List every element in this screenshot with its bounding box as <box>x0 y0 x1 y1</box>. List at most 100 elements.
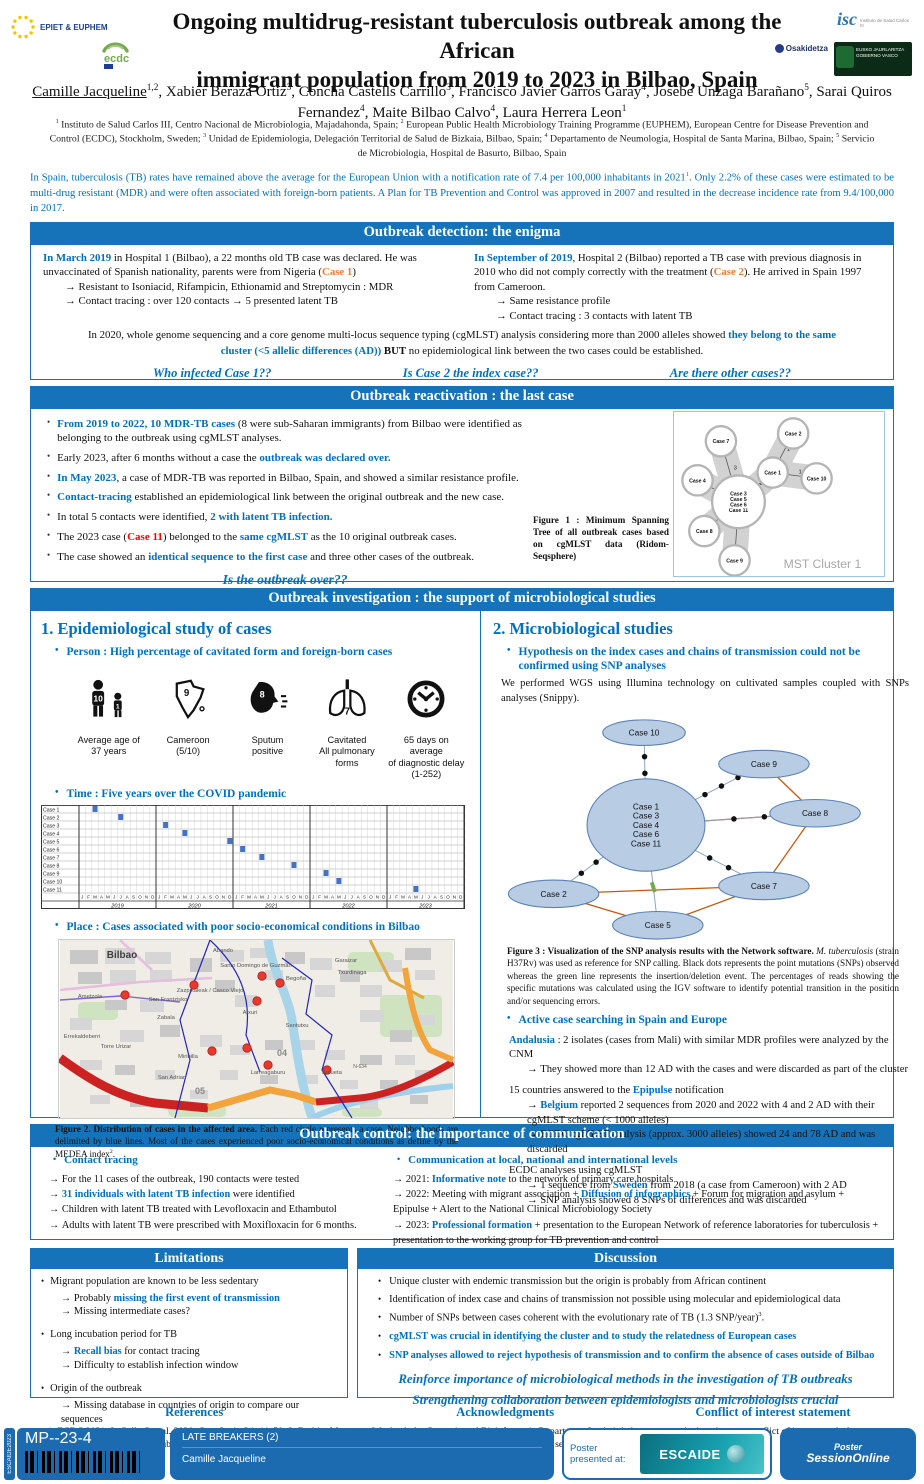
svg-text:Case 4: Case 4 <box>633 821 660 830</box>
svg-text:A: A <box>203 895 206 900</box>
presented-label: Poster presented at: <box>570 1443 626 1465</box>
svg-text:D: D <box>382 895 386 900</box>
svg-text:Case 4: Case 4 <box>689 478 706 484</box>
svg-text:J: J <box>344 895 346 900</box>
svg-text:S: S <box>440 895 443 900</box>
svg-text:Case 4: Case 4 <box>43 832 60 838</box>
svg-text:A: A <box>126 895 129 900</box>
svg-text:Santo Domingo de Guzmán: Santo Domingo de Guzmán <box>220 963 292 969</box>
discussion-bullet: • Unique cluster with endemic transmissio… <box>378 1275 767 1287</box>
people-icon: 10 1 <box>91 680 122 718</box>
svg-text:Case 9: Case 9 <box>726 558 743 564</box>
svg-text:F: F <box>164 895 167 900</box>
svg-text:N-634: N-634 <box>353 1064 367 1070</box>
svg-text:F: F <box>241 895 244 900</box>
discussion-body: • Unique cluster with endemic transmissio… <box>358 1269 893 1417</box>
isciii-script: isc <box>837 9 857 29</box>
svg-text:M: M <box>414 895 418 900</box>
svg-text:Garaizar: Garaizar <box>335 958 357 964</box>
svg-text:7: 7 <box>344 707 350 718</box>
limitation-sub-arrow: Difficulty to establish infection window <box>61 1359 339 1373</box>
reactivation-bullets: • From 2019 to 2022, 10 MDR-TB cases (8 w… <box>43 416 533 587</box>
header: EPIET & EUPHEM ecdc Ongoing multidrug-re… <box>0 0 924 168</box>
affiliations: 1 Instituto de Salud Carlos III, Centro … <box>49 119 875 159</box>
svg-text:J: J <box>428 895 430 900</box>
reactivation-box: • From 2019 to 2022, 10 MDR-TB cases (8 w… <box>30 407 894 587</box>
search-bullet: • Active case searching in Spain and Euro… <box>507 1013 728 1027</box>
epidemiological-column: 1. Epidemiological study of cases • Perso… <box>31 610 481 1159</box>
svg-text:2021: 2021 <box>264 904 277 910</box>
osakidetza-logo: Osakidetza <box>774 44 828 53</box>
case1-arrow2: Contact tracing : over 120 contacts → 5 … <box>65 294 450 309</box>
detection-box: In March 2019 in Hospital 1 (Bilbao), a … <box>30 243 894 380</box>
svg-text:D: D <box>459 895 463 900</box>
svg-text:S: S <box>363 895 366 900</box>
conflict-of-interest: Conflict of interest statement Authors h… <box>681 1404 865 1437</box>
svg-text:A: A <box>357 895 360 900</box>
svg-text:Case 11: Case 11 <box>631 839 662 848</box>
africa-icon: 9 <box>175 680 205 720</box>
svg-text:Miribilla: Miribilla <box>178 1054 198 1060</box>
discussion-panel: Discussion • Unique cluster with endemic … <box>357 1247 894 1407</box>
belgium-arrow: Belgium reported 2 sequences from 2020 a… <box>527 1099 913 1129</box>
eu-stars-icon <box>11 15 35 39</box>
time-bullet: • Time : Five years over the COVID pandem… <box>55 786 287 800</box>
svg-text:J: J <box>190 895 192 900</box>
lungs-icon: 7 <box>328 679 366 718</box>
svg-text:M: M <box>401 895 405 900</box>
ecdc-icon: ecdc <box>102 42 129 69</box>
delay-stat: 65 days on average of diagnostic delay (… <box>387 667 466 781</box>
discussion-bullet: • cgMLST was crucial in identifying the c… <box>378 1331 797 1343</box>
figure3-caption: Figure 3 : Visualization of the SNP anal… <box>507 946 899 1006</box>
svg-text:9: 9 <box>184 689 190 700</box>
person-icons-row: 10 1 Average age of 37 years 9 Cameroon <box>69 667 466 781</box>
footer: ESCAIDE2023 MP--23-4 LATE BREAKERS (2) C… <box>0 1426 924 1482</box>
basque-line1: EUSKO JAURLARITZA <box>856 47 905 52</box>
globe-icon <box>726 1445 745 1463</box>
svg-text:2019: 2019 <box>110 904 123 910</box>
svg-text:Bilbao: Bilbao <box>107 950 138 961</box>
person-bullet: • Person : High percentage of cavitated f… <box>55 644 393 658</box>
discussion-bullet: • Number of SNPs between cases coherent w… <box>378 1311 765 1324</box>
epipulse-lead: 15 countries answered to the Epipulse no… <box>509 1084 724 1096</box>
authors: Camille Jacqueline1,2, Xabier Beraza Ort… <box>32 83 892 121</box>
svg-text:O: O <box>215 895 219 900</box>
svg-text:Zazpikaleak / Casco Viejo: Zazpikaleak / Casco Viejo <box>177 988 244 994</box>
svg-text:O: O <box>446 895 450 900</box>
svg-text:1: 1 <box>799 469 802 475</box>
question-3: Are there other cases?? <box>669 365 791 380</box>
svg-text:S: S <box>132 895 135 900</box>
svg-text:1: 1 <box>116 704 120 711</box>
svg-text:Santutxu: Santutxu <box>286 1023 309 1029</box>
limitations-discussion-row: Limitations • Migrant population are know… <box>30 1247 894 1425</box>
svg-text:J: J <box>312 895 314 900</box>
discussion-title: Discussion <box>358 1248 893 1269</box>
svg-text:05: 05 <box>195 1086 205 1096</box>
svg-text:J: J <box>81 895 83 900</box>
intro-paragraph: In Spain, tuberculosis (TB) rates have r… <box>30 171 894 215</box>
session-track: LATE BREAKERS (2) <box>182 1432 542 1448</box>
timeline-figure: Case 1 Case 2 Case 3 Case 4 Case 5 Case 6 Case… <box>41 805 465 910</box>
svg-text:M: M <box>324 895 328 900</box>
svg-text:Case 10: Case 10 <box>807 476 827 482</box>
svg-text:M: M <box>183 895 187 900</box>
limitation-item: • Migrant population are known to be less… <box>41 1275 259 1287</box>
bullet-item: • From 2019 to 2022, 10 MDR-TB cases (8 w… <box>47 416 522 444</box>
svg-text:Case 2: Case 2 <box>785 431 802 437</box>
svg-text:8: 8 <box>259 690 264 700</box>
svg-text:Case 3: Case 3 <box>633 812 660 821</box>
svg-text:N: N <box>299 895 302 900</box>
case2-arrow2: Contact tracing : 3 contacts with latent… <box>496 309 881 324</box>
svg-text:O: O <box>292 895 296 900</box>
svg-text:Case 2: Case 2 <box>43 816 60 822</box>
svg-text:J: J <box>267 895 269 900</box>
control-arrow: 2022: Meeting with migrant association +… <box>393 1187 879 1218</box>
svg-text:O: O <box>369 895 373 900</box>
svg-text:Atxuri: Atxuri <box>243 1010 258 1016</box>
svg-text:F: F <box>318 895 321 900</box>
basque-line2: GOBIERNO VASCO <box>856 53 898 59</box>
svg-text:Txurdinaga: Txurdinaga <box>337 970 367 976</box>
limitations-body: • Migrant population are known to be less… <box>31 1269 347 1433</box>
svg-text:A: A <box>280 895 283 900</box>
